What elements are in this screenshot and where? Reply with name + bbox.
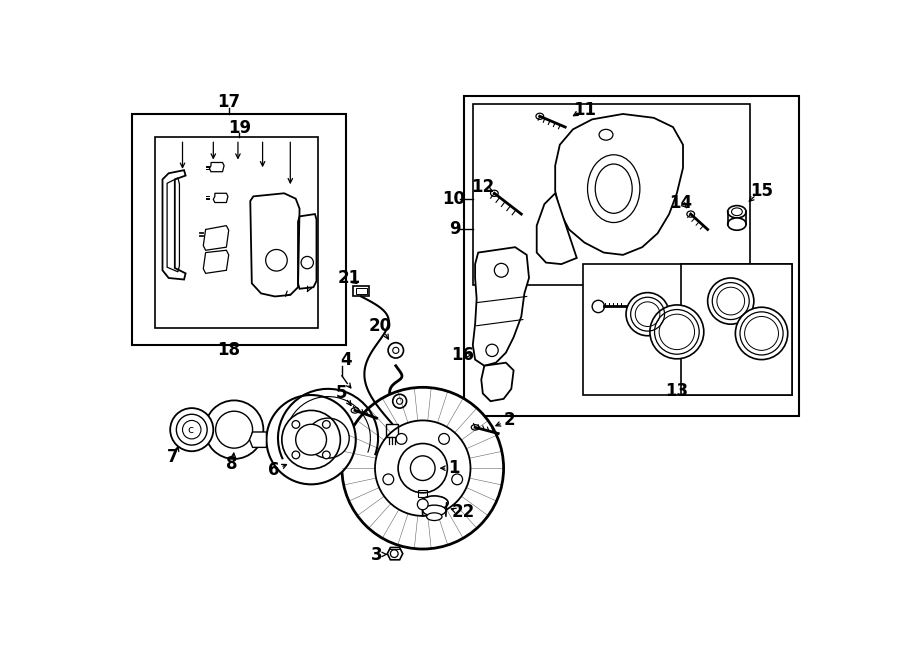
Bar <box>464 97 798 416</box>
Circle shape <box>418 499 428 510</box>
Ellipse shape <box>728 206 746 218</box>
Text: 21: 21 <box>338 269 361 287</box>
Text: 8: 8 <box>226 455 238 473</box>
Bar <box>472 104 750 285</box>
Bar <box>155 137 318 328</box>
Text: 20: 20 <box>369 317 392 334</box>
Circle shape <box>292 451 300 459</box>
Text: 17: 17 <box>217 93 240 112</box>
Text: 5: 5 <box>337 385 347 403</box>
Circle shape <box>396 434 407 444</box>
Circle shape <box>296 424 327 455</box>
Polygon shape <box>249 432 266 447</box>
Polygon shape <box>555 114 683 255</box>
Circle shape <box>707 278 754 324</box>
Circle shape <box>452 474 463 485</box>
Text: 9: 9 <box>449 221 461 239</box>
Text: 1: 1 <box>448 459 459 477</box>
Circle shape <box>735 307 788 360</box>
Ellipse shape <box>420 496 448 510</box>
Text: 19: 19 <box>228 119 251 137</box>
Circle shape <box>176 414 207 445</box>
Text: 10: 10 <box>442 190 465 208</box>
Text: 3: 3 <box>371 546 382 564</box>
Circle shape <box>438 434 449 444</box>
Ellipse shape <box>423 505 446 516</box>
Bar <box>131 114 346 345</box>
Text: c: c <box>187 424 194 435</box>
Circle shape <box>410 456 435 481</box>
Circle shape <box>216 411 253 448</box>
Text: 7: 7 <box>166 447 178 465</box>
Text: 16: 16 <box>451 346 474 364</box>
Text: 12: 12 <box>472 178 494 196</box>
Circle shape <box>650 305 704 359</box>
Polygon shape <box>472 247 529 366</box>
Circle shape <box>266 395 356 485</box>
Text: 18: 18 <box>217 341 240 360</box>
Circle shape <box>322 451 330 459</box>
Text: 4: 4 <box>340 352 352 369</box>
Text: 6: 6 <box>268 461 280 479</box>
Polygon shape <box>536 193 577 264</box>
Circle shape <box>398 444 447 493</box>
Ellipse shape <box>728 218 746 230</box>
Bar <box>354 286 369 297</box>
Circle shape <box>170 408 213 451</box>
Polygon shape <box>387 547 402 560</box>
Text: 14: 14 <box>669 194 692 212</box>
Circle shape <box>382 474 393 485</box>
Circle shape <box>282 410 340 469</box>
Bar <box>583 264 792 395</box>
Circle shape <box>342 387 504 549</box>
Bar <box>680 264 792 395</box>
Ellipse shape <box>427 513 442 520</box>
Text: 2: 2 <box>503 410 515 429</box>
Bar <box>356 288 366 294</box>
Polygon shape <box>482 363 514 401</box>
Text: 22: 22 <box>451 503 474 521</box>
Circle shape <box>375 420 471 516</box>
Text: 13: 13 <box>665 382 688 400</box>
Circle shape <box>626 293 670 336</box>
Text: 11: 11 <box>573 101 596 119</box>
Circle shape <box>205 401 264 459</box>
Circle shape <box>322 420 330 428</box>
Text: 15: 15 <box>750 182 773 200</box>
Circle shape <box>292 420 300 428</box>
